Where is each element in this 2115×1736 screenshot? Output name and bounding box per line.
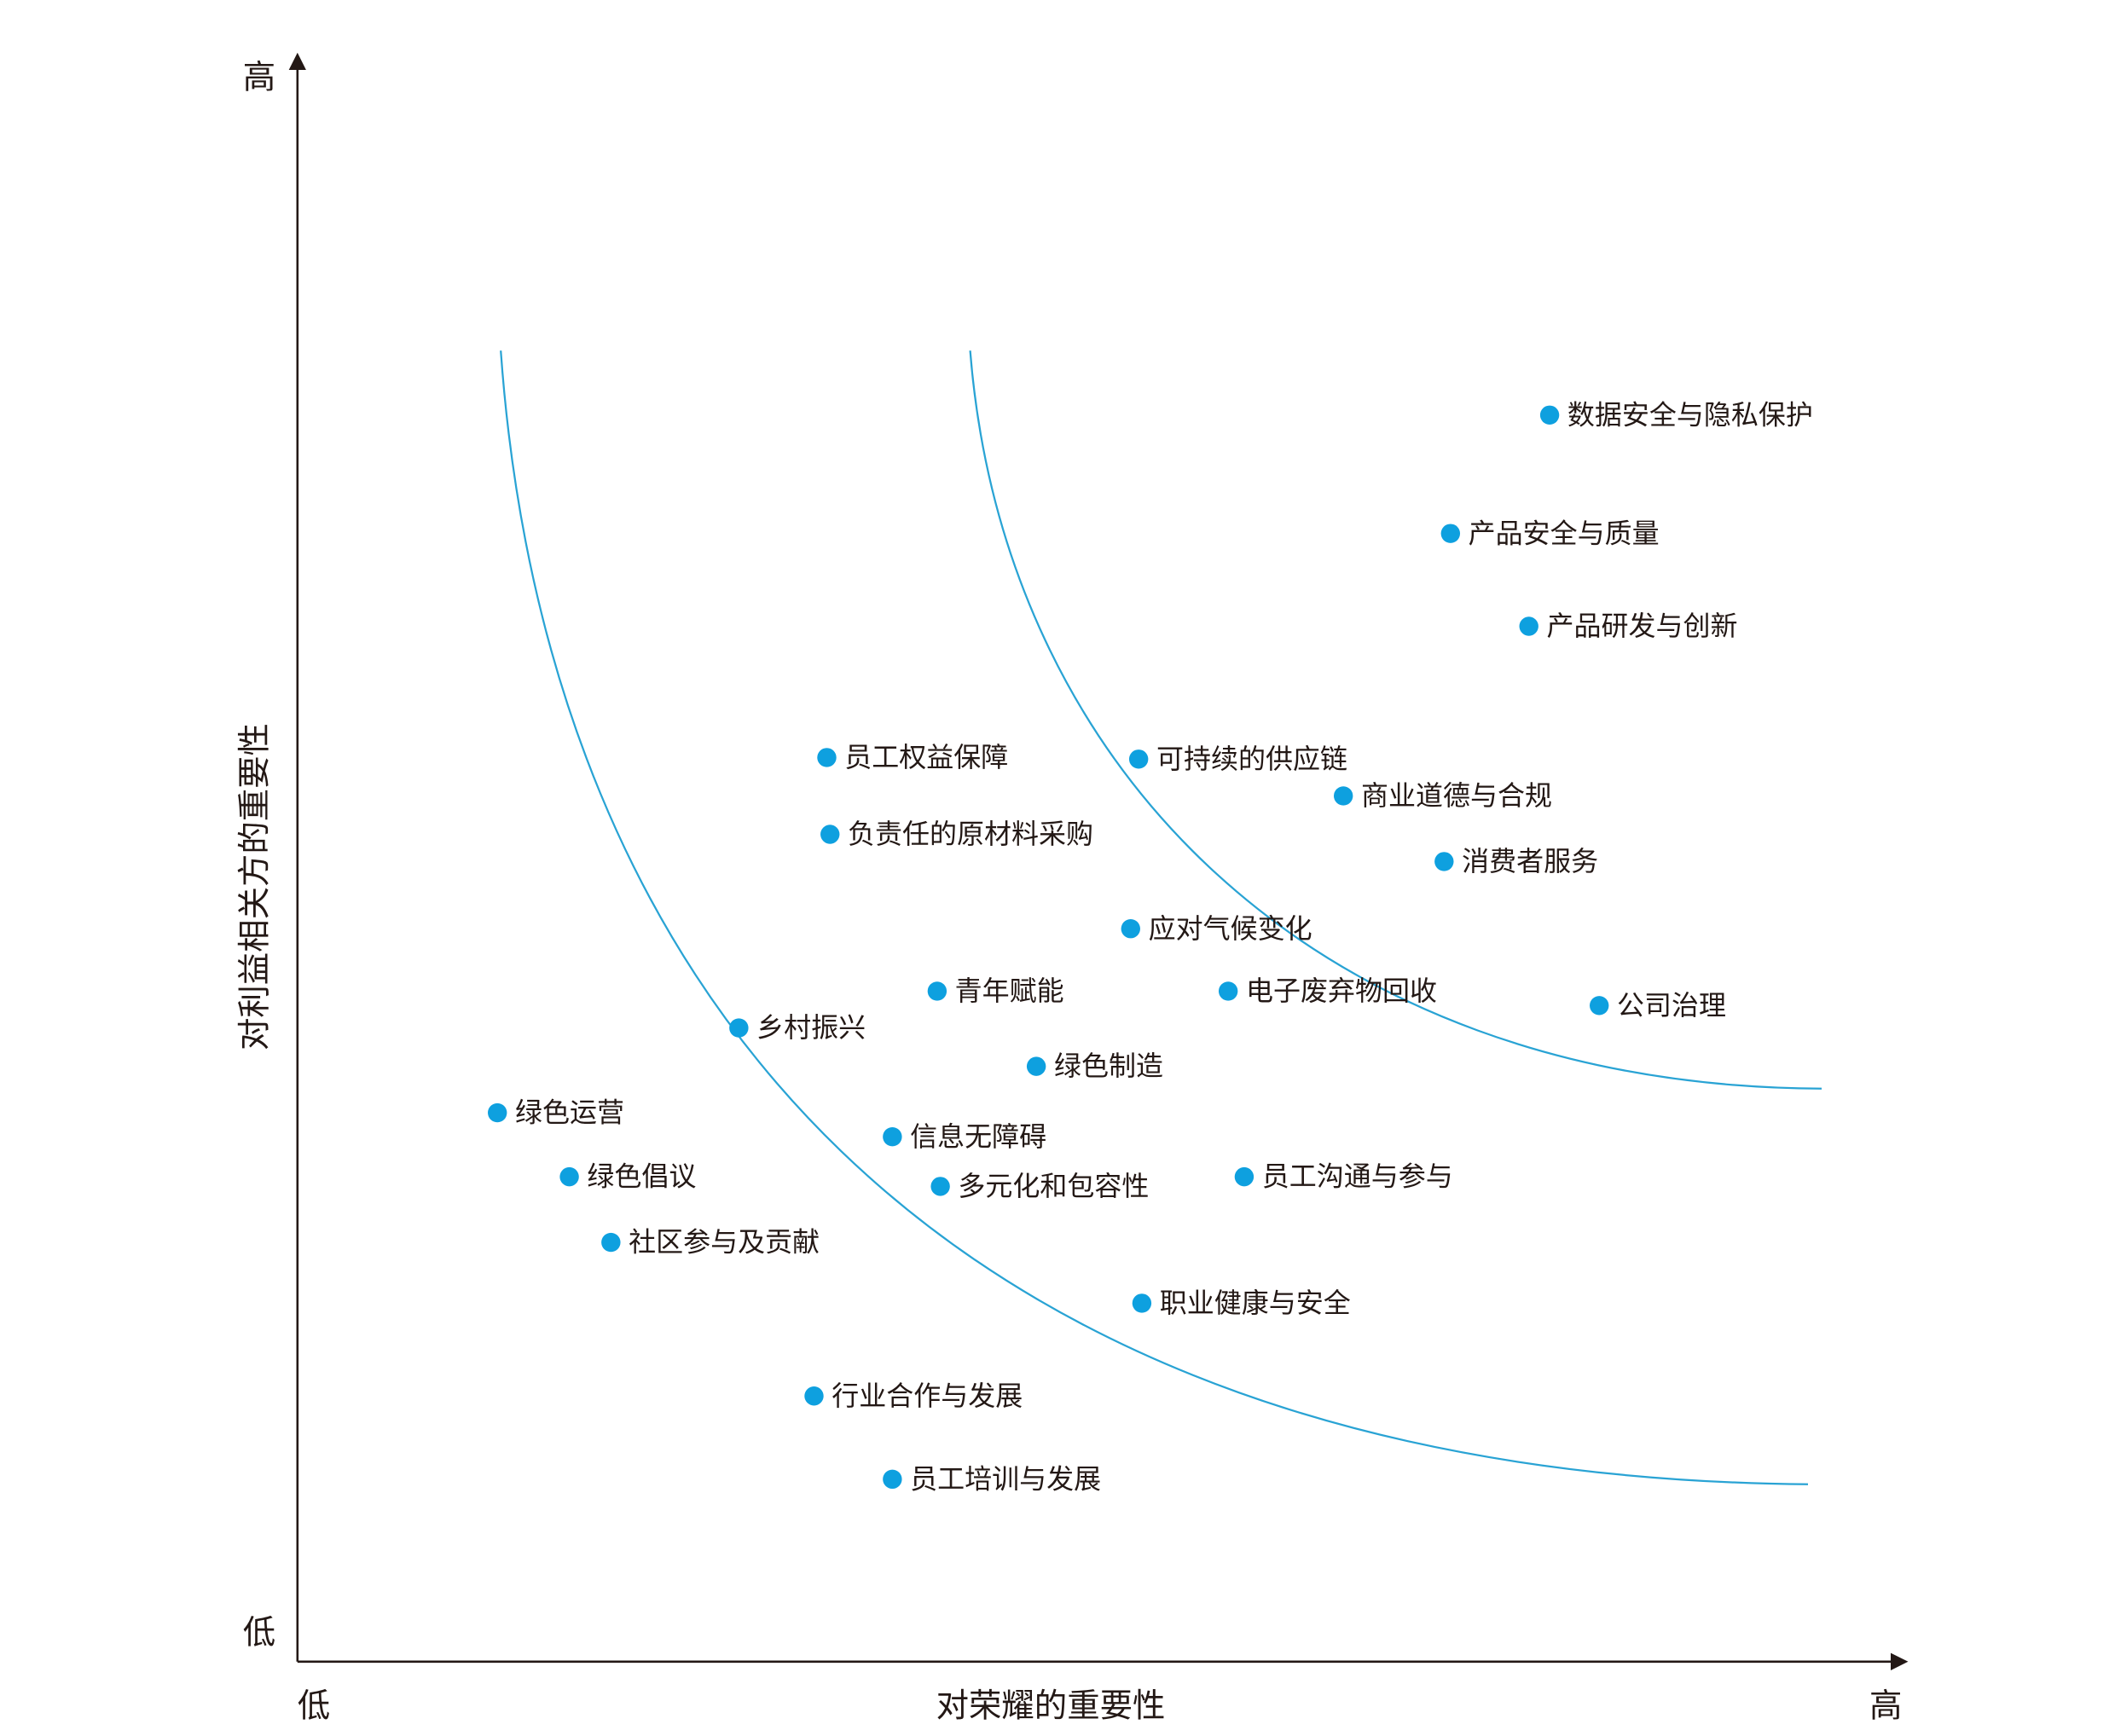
point: [930, 1177, 950, 1196]
point: [1026, 1056, 1046, 1076]
point-label: 员工权益保障: [844, 741, 1008, 773]
point-label: 数据安全与隐私保护: [1567, 398, 1813, 431]
point-label: 公司治理: [1617, 989, 1726, 1021]
point: [817, 748, 837, 767]
point: [1128, 749, 1149, 769]
point-label: 职业健康与安全: [1160, 1287, 1351, 1319]
x-low-label: 低: [298, 1687, 330, 1726]
point: [1539, 405, 1560, 425]
point-label: 消费者服务: [1462, 845, 1598, 877]
point: [729, 1018, 749, 1038]
point-label: 绿色倡议: [587, 1160, 696, 1193]
point: [1519, 616, 1538, 636]
point-label: 产品安全与质量: [1469, 517, 1660, 549]
point-label: 绿色运营: [515, 1097, 624, 1129]
point: [488, 1102, 507, 1123]
point-label: 社区参与及贡献: [629, 1226, 820, 1259]
point-label: 绿色制造: [1054, 1050, 1163, 1082]
point-label: 员工培训与发展: [910, 1462, 1101, 1495]
point: [1234, 1166, 1255, 1187]
point: [1590, 996, 1609, 1016]
point-label: 乡村振兴: [756, 1011, 866, 1044]
point: [1333, 786, 1353, 806]
point: [820, 825, 840, 844]
point-label: 负责任的原材料采购: [848, 818, 1093, 850]
point: [559, 1166, 579, 1187]
boundary-curve: [969, 350, 1822, 1090]
boundary-curve: [500, 350, 1809, 1485]
point: [883, 1469, 902, 1490]
point-label: 商业道德与合规: [1361, 779, 1552, 812]
point-label: 多元化和包容性: [958, 1170, 1149, 1202]
point-label: 电子废弃物回收: [1246, 975, 1437, 1007]
x-axis-label: 对荣耀的重要性: [936, 1687, 1166, 1726]
point: [1434, 852, 1454, 871]
point-label: 行业合作与发展: [832, 1380, 1023, 1412]
point: [927, 981, 947, 1001]
point-label: 可持续的供应链: [1156, 743, 1347, 775]
point: [1132, 1293, 1152, 1313]
point: [1121, 919, 1140, 939]
point: [1218, 981, 1238, 1001]
point-label: 信息无障碍: [910, 1120, 1046, 1153]
y-axis-label: 对利益相关方的重要性: [235, 723, 274, 1050]
point-label: 青年赋能: [955, 975, 1064, 1007]
point-label: 应对气候变化: [1149, 912, 1312, 945]
point-label: 产品研发与创新: [1547, 610, 1738, 642]
x-high-label: 高: [1869, 1687, 1902, 1726]
point: [601, 1232, 621, 1253]
y-low-label: 低: [243, 1613, 275, 1652]
point: [1440, 524, 1461, 543]
point: [883, 1127, 902, 1147]
point-label: 员工沟通与参与: [1262, 1160, 1453, 1193]
y-high-label: 高: [243, 58, 275, 96]
point: [804, 1386, 824, 1406]
